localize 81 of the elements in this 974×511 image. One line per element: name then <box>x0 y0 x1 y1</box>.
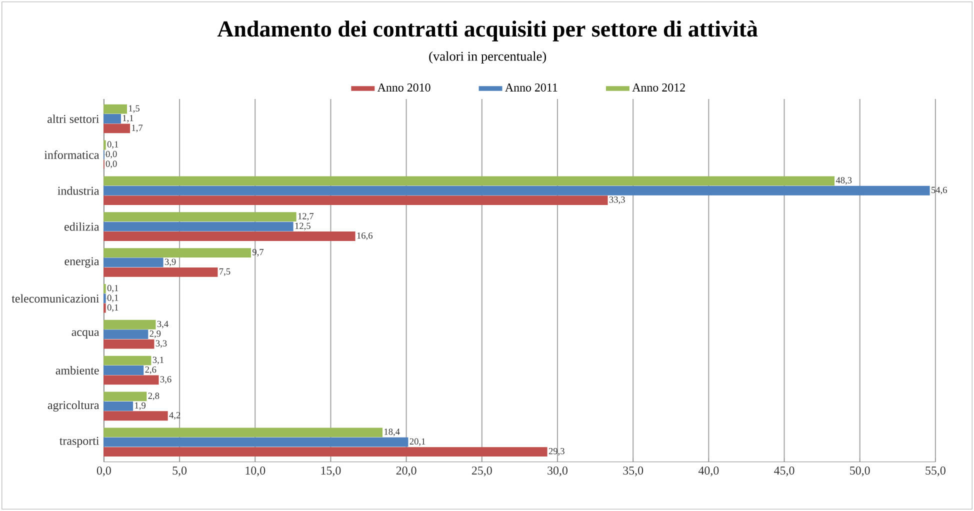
bar <box>104 267 218 277</box>
bar <box>104 176 835 186</box>
data-label: 0,1 <box>107 141 118 149</box>
data-label: 18,4 <box>384 428 400 436</box>
data-label: 54,6 <box>932 186 947 194</box>
data-label: 3,9 <box>164 258 176 266</box>
bar <box>104 248 251 258</box>
bar <box>104 258 164 268</box>
data-label: 3,4 <box>157 320 168 328</box>
y-tick-label: trasporti <box>60 436 100 448</box>
x-tick-label: 5,0 <box>172 466 187 476</box>
data-label: 3,3 <box>156 340 167 348</box>
y-tick-label: informatica <box>44 150 100 159</box>
bar <box>104 186 930 196</box>
bar <box>104 401 134 411</box>
data-label: 4,2 <box>169 412 180 420</box>
x-tick-label: 55,0 <box>926 466 946 476</box>
legend-label: Anno 2010 <box>377 83 430 92</box>
y-tick-label: industria <box>58 186 100 195</box>
y-tick-label: edilizia <box>64 222 100 231</box>
bar <box>104 320 156 330</box>
x-tick-label: 15,0 <box>321 466 341 476</box>
data-label: 29,3 <box>548 448 564 456</box>
data-label: 1,7 <box>132 124 143 132</box>
data-label: 33,3 <box>609 196 625 204</box>
data-label: 0,0 <box>106 150 117 159</box>
bar <box>104 428 383 438</box>
bar <box>104 114 121 124</box>
data-label: 0,1 <box>107 304 118 312</box>
bar <box>104 447 548 457</box>
data-label: 0,1 <box>107 294 118 302</box>
bar <box>104 104 128 114</box>
x-tick-label: 25,0 <box>472 466 492 476</box>
x-tick-label: 30,0 <box>548 466 568 476</box>
bar <box>104 392 147 402</box>
y-tick-label: acqua <box>72 330 100 338</box>
bar <box>104 124 130 134</box>
data-label: 20,1 <box>410 438 426 446</box>
bar <box>104 375 159 385</box>
data-label: 0,1 <box>107 284 118 293</box>
bar <box>104 366 144 375</box>
bar <box>104 437 408 447</box>
bar <box>104 196 608 206</box>
chart-title: Andamento dei contratti acquisiti per settore di attività <box>217 20 758 42</box>
bar <box>104 356 152 366</box>
data-label: 2,9 <box>150 330 161 338</box>
y-tick-label: agricoltura <box>48 400 100 412</box>
data-label: 12,7 <box>298 213 314 221</box>
bar <box>104 232 356 241</box>
y-tick-label: telecomunicazioni <box>12 294 100 303</box>
data-label: 1,9 <box>135 402 146 410</box>
legend-label: Anno 2012 <box>632 83 685 92</box>
x-tick-label: 50,0 <box>850 466 870 476</box>
data-label: 3,6 <box>160 376 172 384</box>
bar <box>104 222 294 232</box>
data-label: 1,5 <box>129 105 140 113</box>
data-label: 2,6 <box>145 366 156 374</box>
data-label: 3,1 <box>152 356 164 364</box>
bar <box>104 330 148 340</box>
x-tick-label: 35,0 <box>623 466 644 476</box>
y-tick-label: altri settori <box>48 114 100 123</box>
data-label: 1,1 <box>122 115 134 123</box>
data-label: 0,0 <box>106 160 117 168</box>
x-tick-label: 45,0 <box>774 466 794 476</box>
legend-label: Anno 2011 <box>505 83 558 92</box>
chart-subtitle: (valori in percentuale) <box>429 51 546 64</box>
data-label: 7,5 <box>220 268 230 276</box>
data-label: 48,3 <box>836 177 852 185</box>
x-tick-label: 20,0 <box>396 466 416 476</box>
data-label: 9,7 <box>252 248 264 257</box>
y-tick-label: ambiente <box>56 366 99 374</box>
bar <box>104 212 296 222</box>
data-label: 16,6 <box>357 232 372 240</box>
bar <box>104 411 168 421</box>
y-tick-label: energia <box>64 257 100 268</box>
x-tick-label: 0,0 <box>96 466 111 476</box>
x-tick-label: 10,0 <box>246 466 266 476</box>
x-tick-label: 40,0 <box>698 466 719 476</box>
data-label: 12,5 <box>295 222 310 230</box>
data-label: 2,8 <box>148 392 160 400</box>
bar <box>104 339 154 349</box>
